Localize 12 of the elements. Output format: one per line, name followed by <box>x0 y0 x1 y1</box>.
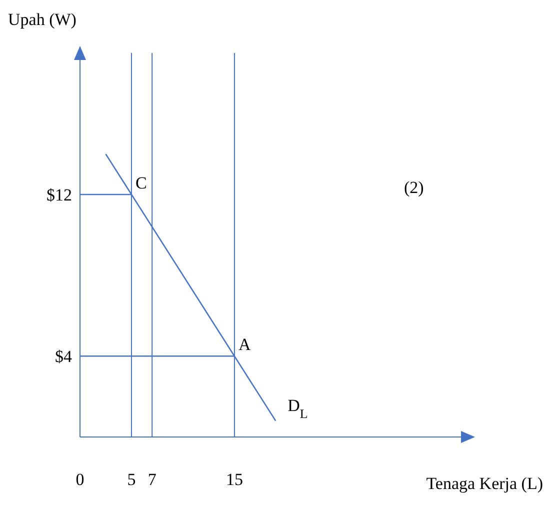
annotation: A <box>238 335 252 354</box>
x-tick-label: 7 <box>148 470 157 490</box>
annotation: C <box>135 174 147 193</box>
y-tick-label: $4 <box>55 347 72 366</box>
x-tick-label: 5 <box>127 470 136 490</box>
annotation: (2) <box>404 178 424 198</box>
series-label: D$_{L}$ <box>288 396 308 421</box>
x-tick-label: 0 <box>76 470 84 490</box>
x-axis-title: Tenaga Kerja (L) <box>426 474 543 493</box>
x-tick-label: 15 <box>226 470 243 490</box>
y-axis-title: Upah (W) <box>8 10 76 30</box>
y-tick-label: $12 <box>46 186 72 205</box>
